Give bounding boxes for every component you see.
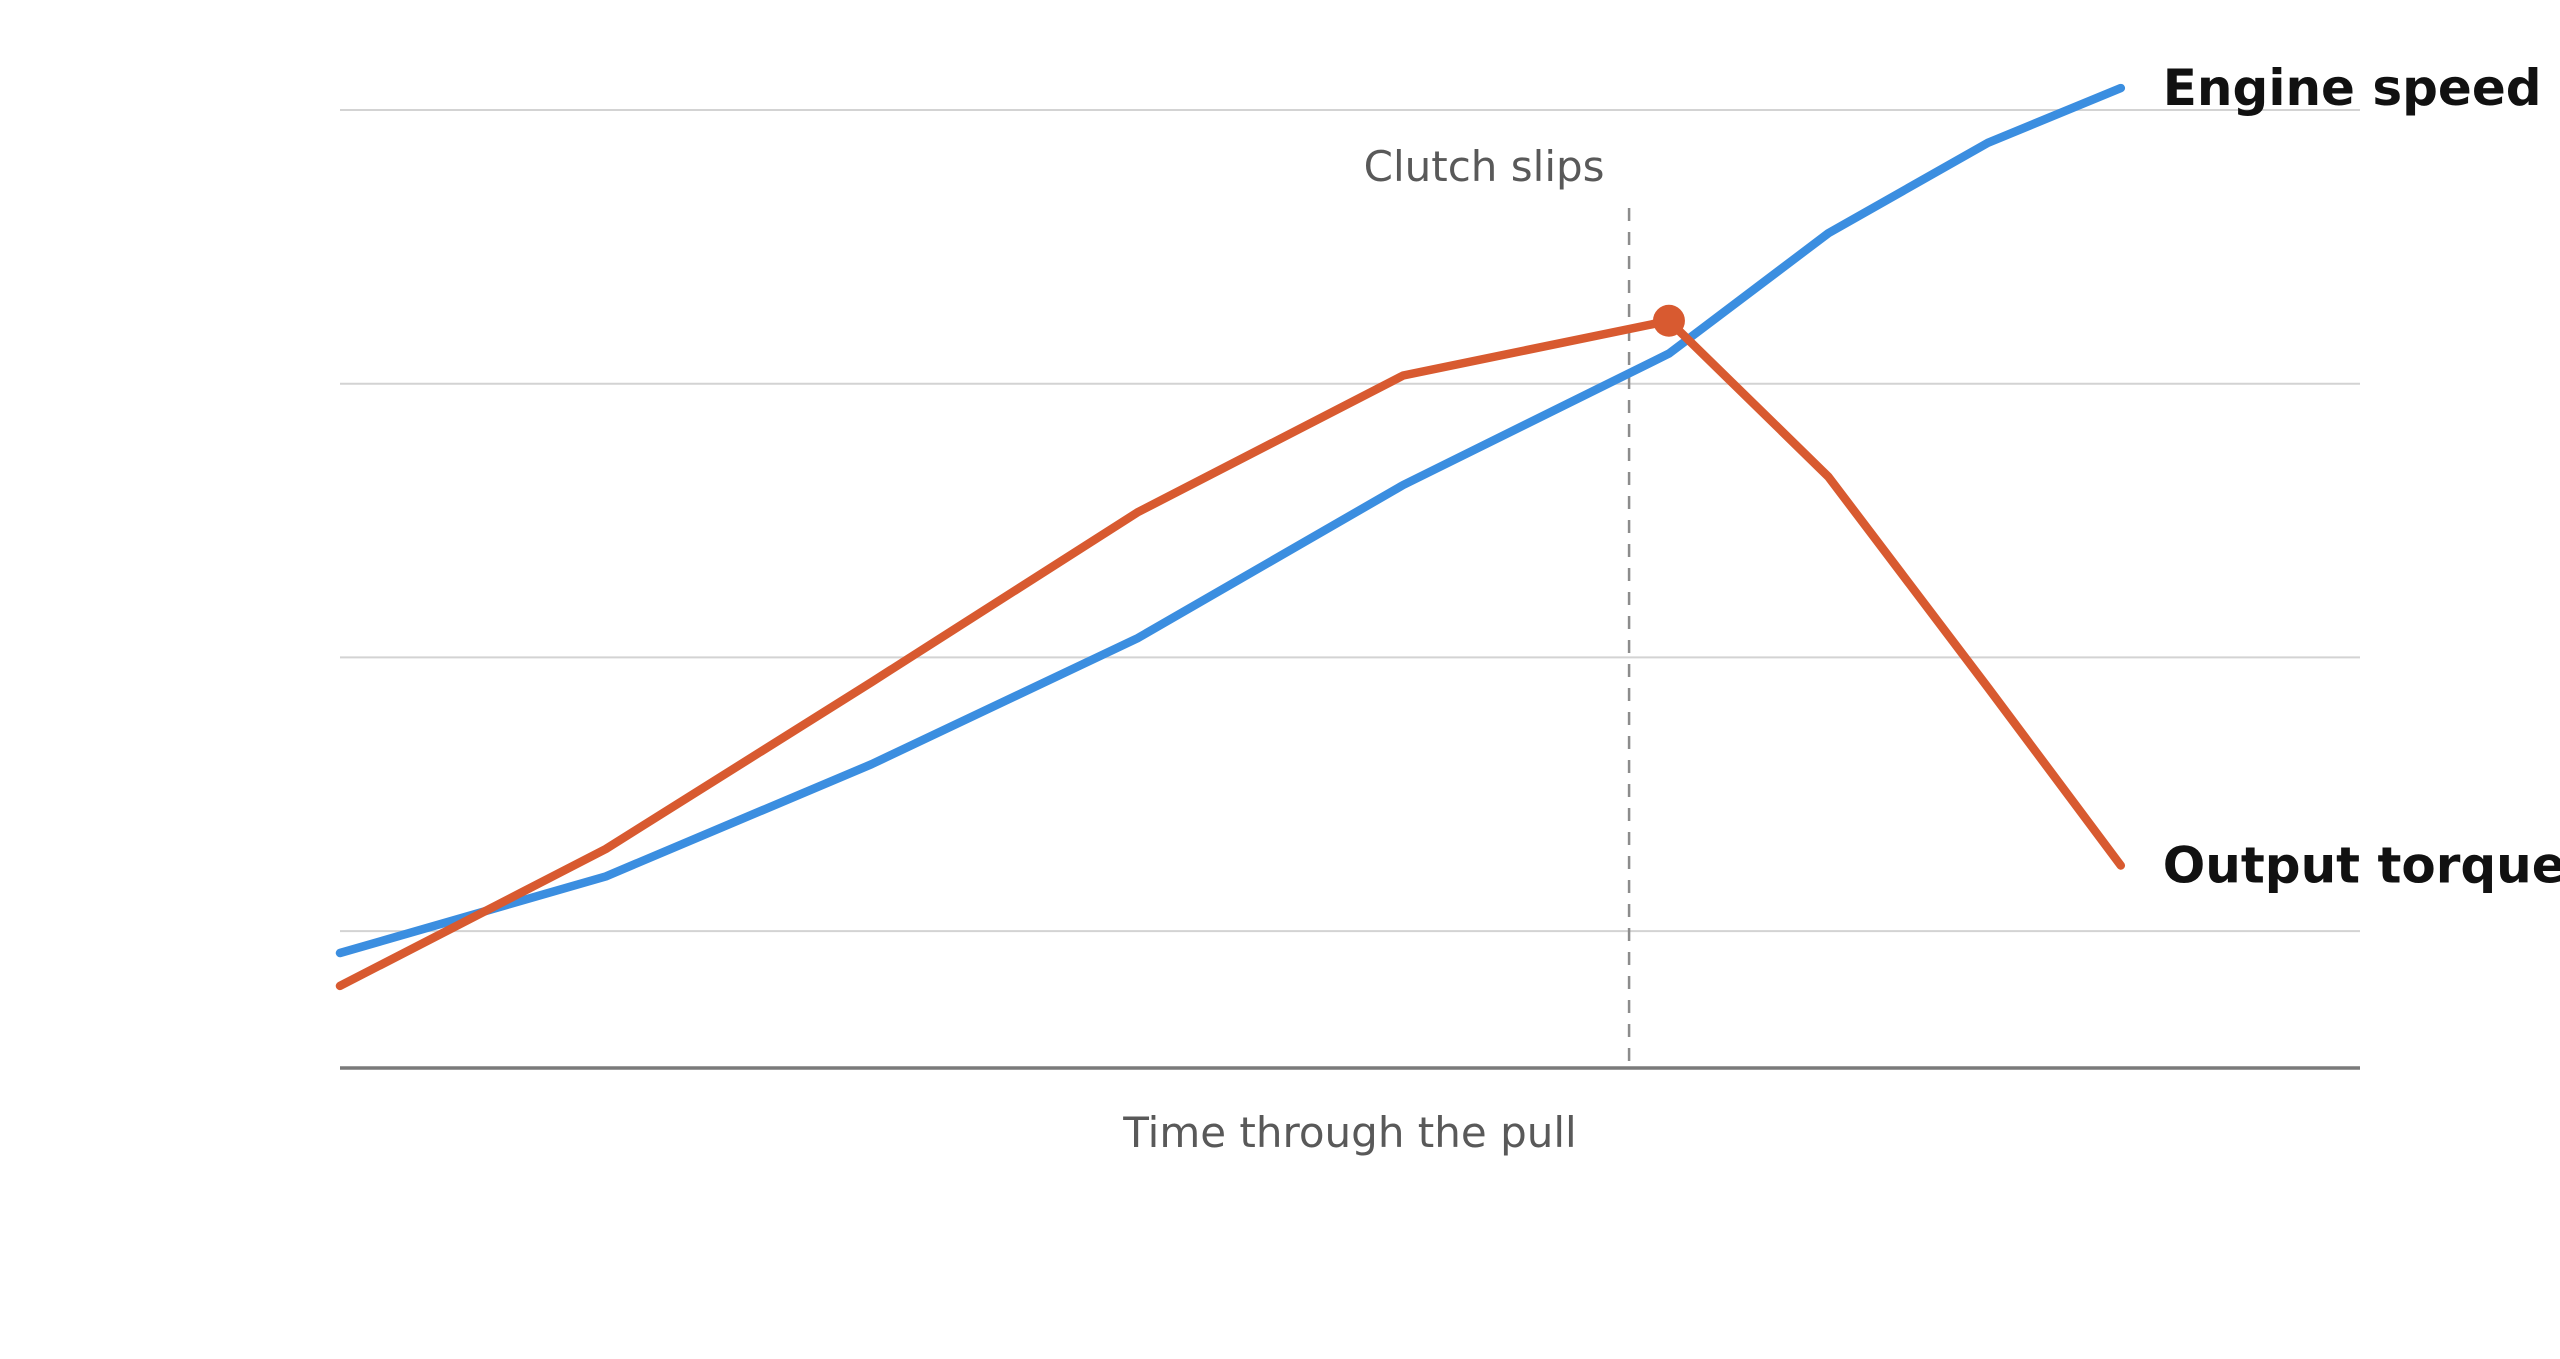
series-line-engine-speed (335, 83, 2126, 958)
series-labels: Engine speed Output torque (2163, 59, 2560, 894)
series-label-output-torque: Output torque (2163, 836, 2560, 894)
highlight-point-output-torque (1652, 304, 1685, 337)
series-lines (335, 83, 2126, 991)
series-label-engine-speed: Engine speed (2163, 59, 2542, 117)
gridlines (340, 109, 2360, 933)
x-axis-label: Time through the pull (1122, 1108, 1576, 1157)
series-line-output-torque (335, 316, 2126, 991)
highlight-markers (1652, 304, 1685, 337)
clutch-slips-annotation: Clutch slips (1364, 142, 1605, 191)
